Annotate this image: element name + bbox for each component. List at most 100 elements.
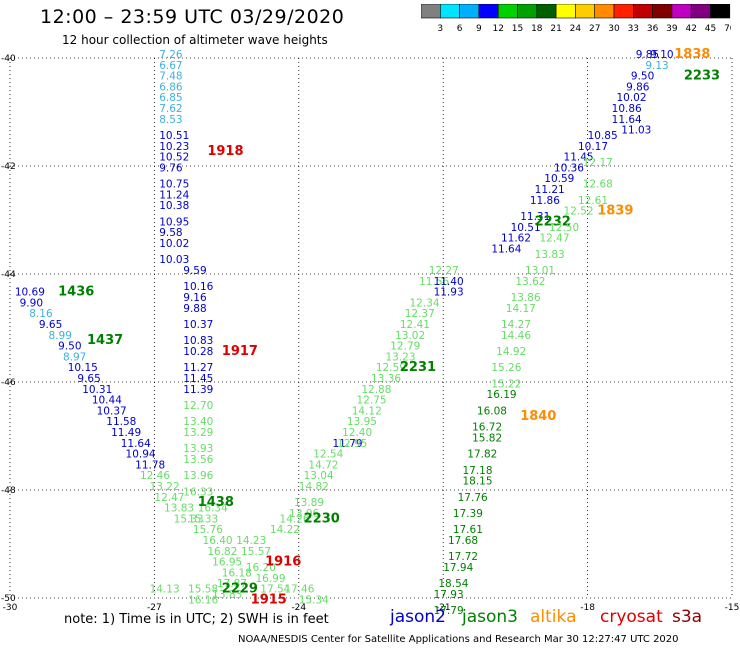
wave-height-value: 10.69 [15, 287, 45, 299]
wave-height-value: 11.58 [106, 416, 136, 428]
satellite-cryosat: cryosat [600, 607, 663, 627]
wave-height-value: 10.52 [159, 152, 189, 164]
x-tick-label: -27 [147, 603, 162, 613]
wave-height-value: 14.13 [150, 584, 180, 596]
wave-height-value: 11.45 [564, 152, 594, 164]
wave-height-value: 17.93 [434, 589, 464, 601]
pass-time-label: 1438 [198, 495, 234, 510]
wave-height-value: 12.27 [429, 265, 459, 277]
wave-height-value: 15.33 [188, 513, 218, 525]
wave-height-value: 12.70 [183, 400, 213, 412]
wave-height-value: 6.86 [159, 81, 183, 93]
pass-time-label: 2232 [535, 214, 571, 229]
x-tick-label: -24 [291, 603, 306, 613]
satellite-altika: altika [530, 607, 577, 627]
wave-height-value: 12.40 [342, 427, 372, 439]
wave-height-value: 9.58 [159, 227, 182, 239]
colorbar-label: 3 [437, 24, 443, 34]
colorbar-label: 21 [550, 24, 561, 34]
satellite-jason3: jason3 [462, 607, 518, 627]
wave-height-value: 13.96 [183, 470, 213, 482]
wave-height-value: 13.83 [535, 249, 565, 261]
wave-height-value: 13.93 [183, 443, 213, 455]
pass-time-label: 2229 [222, 582, 258, 597]
wave-height-value: 11.64 [121, 438, 151, 450]
wave-height-value: 13.29 [183, 427, 213, 439]
pass-time-label: 1916 [265, 555, 301, 570]
wave-height-value: 15.33 [174, 513, 204, 525]
colorbar-label: 24 [570, 24, 582, 34]
wave-height-value: 13.01 [525, 265, 555, 277]
wave-height-value: 12.95 [337, 438, 367, 450]
wave-height-value: 13.22 [150, 481, 180, 493]
wave-height-value: 12.17 [583, 157, 613, 169]
pass-time-label: 1839 [597, 204, 633, 219]
wave-height-value: 10.59 [544, 173, 574, 185]
wave-height-value: 14.27 [501, 319, 531, 331]
wave-height-value: 14.22 [270, 524, 300, 536]
wave-height-value: 17.76 [458, 492, 488, 504]
wave-height-value: 16.34 [198, 503, 228, 515]
colorbar-label: 42 [685, 24, 696, 34]
wave-height-value: 10.37 [97, 405, 127, 417]
track-1437: 9.508.9710.159.6510.3110.4410.3711.5811.… [58, 333, 204, 525]
wave-height-value: 13.56 [183, 454, 213, 466]
wave-height-value: 10.44 [92, 395, 122, 407]
wave-height-value: 11.49 [111, 427, 141, 439]
wave-height-value: 11.93 [434, 287, 464, 299]
wave-height-value: 11.40 [434, 276, 464, 288]
wave-height-value: 11.64 [612, 114, 642, 126]
wave-height-value: 10.03 [159, 254, 189, 266]
colorbar-label: 45 [705, 24, 716, 34]
track-1917: 9.5910.169.169.8810.3710.8310.2811.2711.… [183, 265, 258, 498]
wave-height-value: 12.54 [313, 449, 343, 461]
wave-height-value: 12.37 [405, 308, 435, 320]
pass-time-label: 1915 [251, 592, 287, 607]
wave-height-value: 13.83 [212, 589, 242, 601]
wave-height-value: 11.64 [491, 243, 521, 255]
wave-height-value: 14.92 [496, 346, 526, 358]
colorbar-label: 18 [531, 24, 543, 34]
wave-height-value: 12.46 [140, 470, 170, 482]
wave-height-value: 15.22 [491, 378, 521, 390]
wave-height-value: 8.53 [159, 114, 182, 126]
wave-height-value: 9.88 [183, 303, 206, 315]
wave-height-value: 17.68 [448, 535, 478, 547]
wave-height-value: 12.61 [578, 195, 608, 207]
wave-height-value: 10.86 [612, 103, 642, 115]
wave-height-value: 11.31 [520, 211, 550, 223]
pass-time-label: 1917 [222, 344, 258, 359]
wave-height-value: 17.82 [467, 449, 497, 461]
chart-title: 12:00 – 23:59 UTC 03/29/2020 [40, 6, 345, 28]
wave-height-value: 16.20 [246, 562, 276, 574]
colorbar-label: 9 [476, 24, 482, 34]
wave-height-value: 11.79 [332, 438, 362, 450]
pass-time-label: 1838 [674, 47, 710, 62]
wave-height-value: 17.18 [462, 465, 492, 477]
chart-subtitle: 12 hour collection of altimeter wave hei… [62, 33, 328, 47]
x-tick-label: -30 [3, 603, 18, 613]
wave-height-value: 15.57 [241, 546, 271, 558]
colorbar-label: 70 [724, 24, 731, 34]
wave-height-value: 13.83 [164, 503, 194, 515]
wave-height-value: 13.95 [347, 416, 377, 428]
wave-height-value: 8.99 [49, 330, 72, 342]
x-tick-label: -21 [436, 603, 451, 613]
wave-height-value: 10.28 [183, 346, 213, 358]
wave-height-value: 14.82 [299, 481, 329, 493]
pass-time-label: 1436 [58, 285, 94, 300]
wave-height-value: 11.86 [530, 195, 560, 207]
wave-height-value: 16.33 [183, 486, 213, 498]
wave-height-value: 14.46 [501, 330, 531, 342]
wave-height-value: 9.50 [631, 71, 654, 83]
wave-height-value: 12.47 [154, 492, 184, 504]
colorbar-label: 39 [666, 24, 678, 34]
wave-height-value: 7.48 [159, 71, 182, 83]
